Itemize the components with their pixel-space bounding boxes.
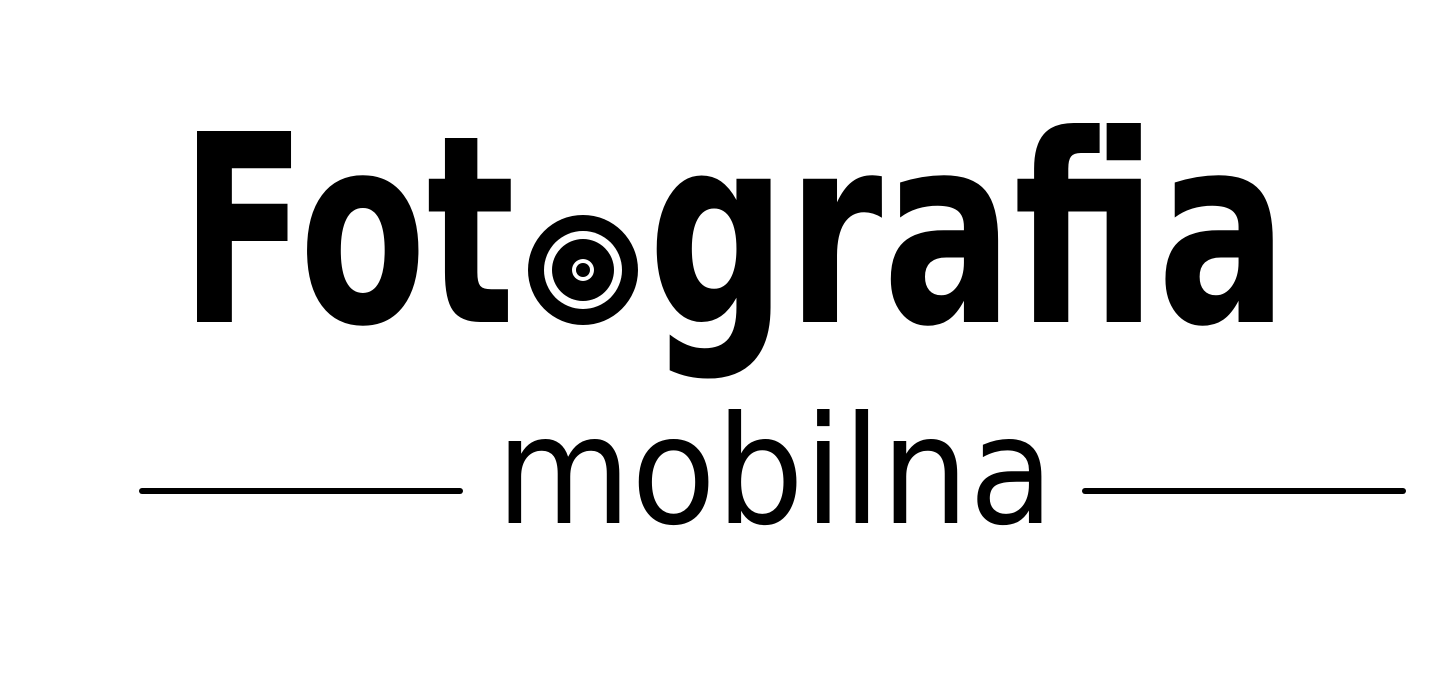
logo-sub-word: mobilna <box>496 385 1054 559</box>
logo-main-word-start: Fot <box>180 79 515 384</box>
camera-lens-icon <box>528 215 638 325</box>
logo-main-word-end: grafia <box>648 79 1288 384</box>
